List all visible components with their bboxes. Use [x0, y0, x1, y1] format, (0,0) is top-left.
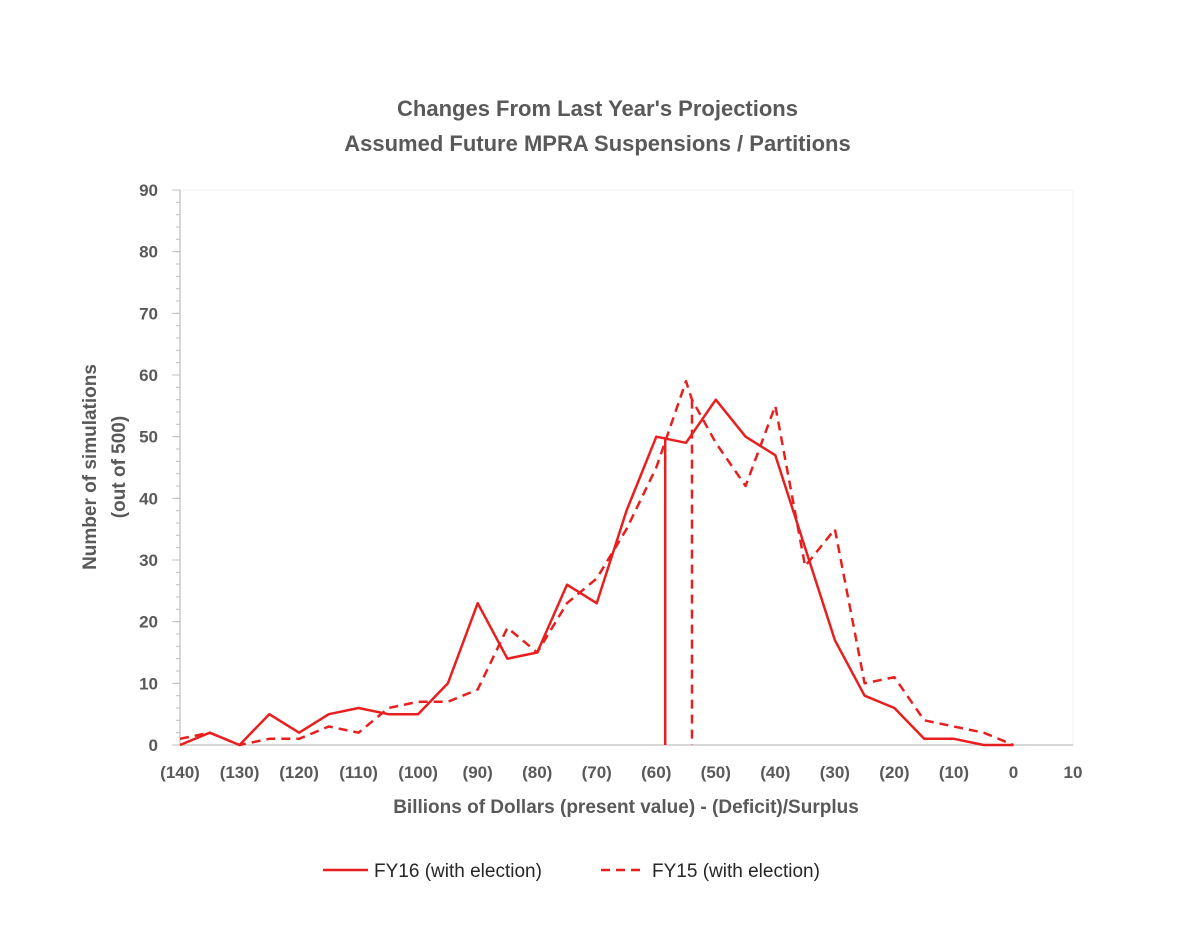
y-tick-label: 60	[139, 366, 158, 385]
x-tick-label: (70)	[582, 763, 612, 782]
legend: FY16 (with election) FY15 (with election…	[323, 861, 820, 882]
series-line-fy16	[179, 398, 1014, 747]
x-tick-label: (110)	[339, 763, 378, 782]
x-tick-label: (130)	[220, 763, 260, 782]
x-tick-label: (10)	[939, 763, 969, 782]
y-tick-label: 50	[139, 428, 158, 447]
x-axis: (140) (130) (120) (110) (100) (90) (80) (70) (60…	[160, 744, 1083, 782]
y-axis-label: Number of simulations (out of 500)	[80, 364, 130, 570]
x-tick-label: (40)	[760, 763, 790, 782]
x-tick-label: (120)	[279, 763, 319, 782]
y-tick-label: 40	[139, 489, 158, 508]
y-axis-label-line1: Number of simulations	[80, 364, 101, 570]
x-tick-label: (140)	[160, 763, 200, 782]
y-tick-label: 0	[149, 736, 158, 755]
x-tick-label: (30)	[820, 763, 850, 782]
y-axis: 0 10 20 30 40 50 60 70 80 90	[139, 181, 181, 755]
y-tick-label: 80	[139, 243, 158, 262]
x-tick-label: (100)	[398, 763, 438, 782]
y-tick-label: 10	[139, 674, 158, 693]
x-tick-label: 0	[1009, 763, 1018, 782]
y-tick-label: 70	[139, 304, 158, 323]
chart-title: Changes From Last Year's Projections	[397, 96, 798, 121]
series-layer	[179, 379, 1014, 747]
chart-subtitle: Assumed Future MPRA Suspensions / Partit…	[344, 131, 851, 156]
x-tick-label: (60)	[641, 763, 671, 782]
y-axis-label-line2: (out of 500)	[109, 416, 130, 518]
y-tick-label: 20	[139, 613, 158, 632]
x-tick-label: (80)	[522, 763, 552, 782]
plot-area	[179, 189, 1074, 746]
legend-label-fy16: FY16 (with election)	[374, 861, 542, 882]
legend-label-fy15: FY15 (with election)	[652, 861, 820, 882]
x-tick-label: 10	[1064, 763, 1083, 782]
x-tick-label: (50)	[701, 763, 731, 782]
x-tick-label: (90)	[463, 763, 493, 782]
y-tick-label: 90	[139, 181, 158, 200]
y-tick-label: 30	[139, 551, 158, 570]
x-tick-label: (20)	[879, 763, 909, 782]
x-axis-label: Billions of Dollars (present value) - (D…	[393, 797, 859, 818]
series-line-fy15	[179, 379, 1014, 747]
